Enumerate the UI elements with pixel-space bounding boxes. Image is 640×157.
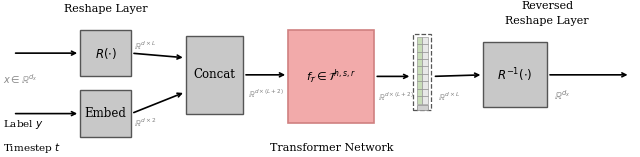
Bar: [288, 30, 374, 123]
Bar: [422, 81, 428, 89]
Text: Label $y$: Label $y$: [3, 118, 44, 131]
Text: $\mathbb{R}^{d\times(L+2)}$: $\mathbb{R}^{d\times(L+2)}$: [248, 87, 284, 100]
Bar: [417, 37, 422, 44]
Text: $\mathbb{R}^{d\times L}$: $\mathbb{R}^{d\times L}$: [134, 39, 157, 52]
Text: Reshape Layer: Reshape Layer: [64, 4, 147, 14]
Text: $\mathbb{R}^{d_x}$: $\mathbb{R}^{d_x}$: [554, 88, 570, 102]
Bar: [422, 59, 428, 66]
Text: Reshape Layer: Reshape Layer: [506, 16, 589, 26]
Bar: [186, 36, 243, 114]
Bar: [80, 30, 131, 76]
Bar: [413, 34, 431, 110]
Bar: [417, 96, 422, 104]
Bar: [417, 105, 428, 110]
Text: Timestep $t$: Timestep $t$: [3, 141, 61, 155]
Bar: [80, 90, 131, 137]
Bar: [417, 59, 422, 66]
Bar: [417, 44, 422, 52]
Bar: [422, 44, 428, 52]
Bar: [483, 42, 547, 107]
Text: $\mathbb{R}^{d\times(L+2)}$: $\mathbb{R}^{d\times(L+2)}$: [378, 90, 413, 103]
Bar: [422, 89, 428, 96]
Bar: [417, 81, 422, 89]
Bar: [422, 96, 428, 104]
Bar: [417, 52, 422, 59]
Text: $\mathbb{R}^{d\times L}$: $\mathbb{R}^{d\times L}$: [438, 90, 460, 103]
Text: Reversed: Reversed: [521, 1, 573, 11]
Text: Concat: Concat: [193, 68, 236, 81]
Text: $R(\cdot)$: $R(\cdot)$: [95, 46, 116, 61]
Text: Transformer Network: Transformer Network: [270, 143, 393, 153]
Bar: [422, 74, 428, 81]
Bar: [417, 89, 422, 96]
Bar: [422, 52, 428, 59]
Bar: [417, 74, 422, 81]
Bar: [422, 66, 428, 74]
Bar: [422, 37, 428, 44]
Text: Embed: Embed: [84, 107, 127, 120]
Text: $R^{-1}(\cdot)$: $R^{-1}(\cdot)$: [497, 66, 533, 84]
Text: $\mathbb{R}^{d\times 2}$: $\mathbb{R}^{d\times 2}$: [134, 117, 157, 129]
Text: $f_{\mathcal{T}} \in \mathcal{T}^{h,s,r}$: $f_{\mathcal{T}} \in \mathcal{T}^{h,s,r}…: [306, 67, 356, 86]
Text: $x \in \mathbb{R}^{d_x}$: $x \in \mathbb{R}^{d_x}$: [3, 73, 38, 86]
Bar: [417, 66, 422, 74]
